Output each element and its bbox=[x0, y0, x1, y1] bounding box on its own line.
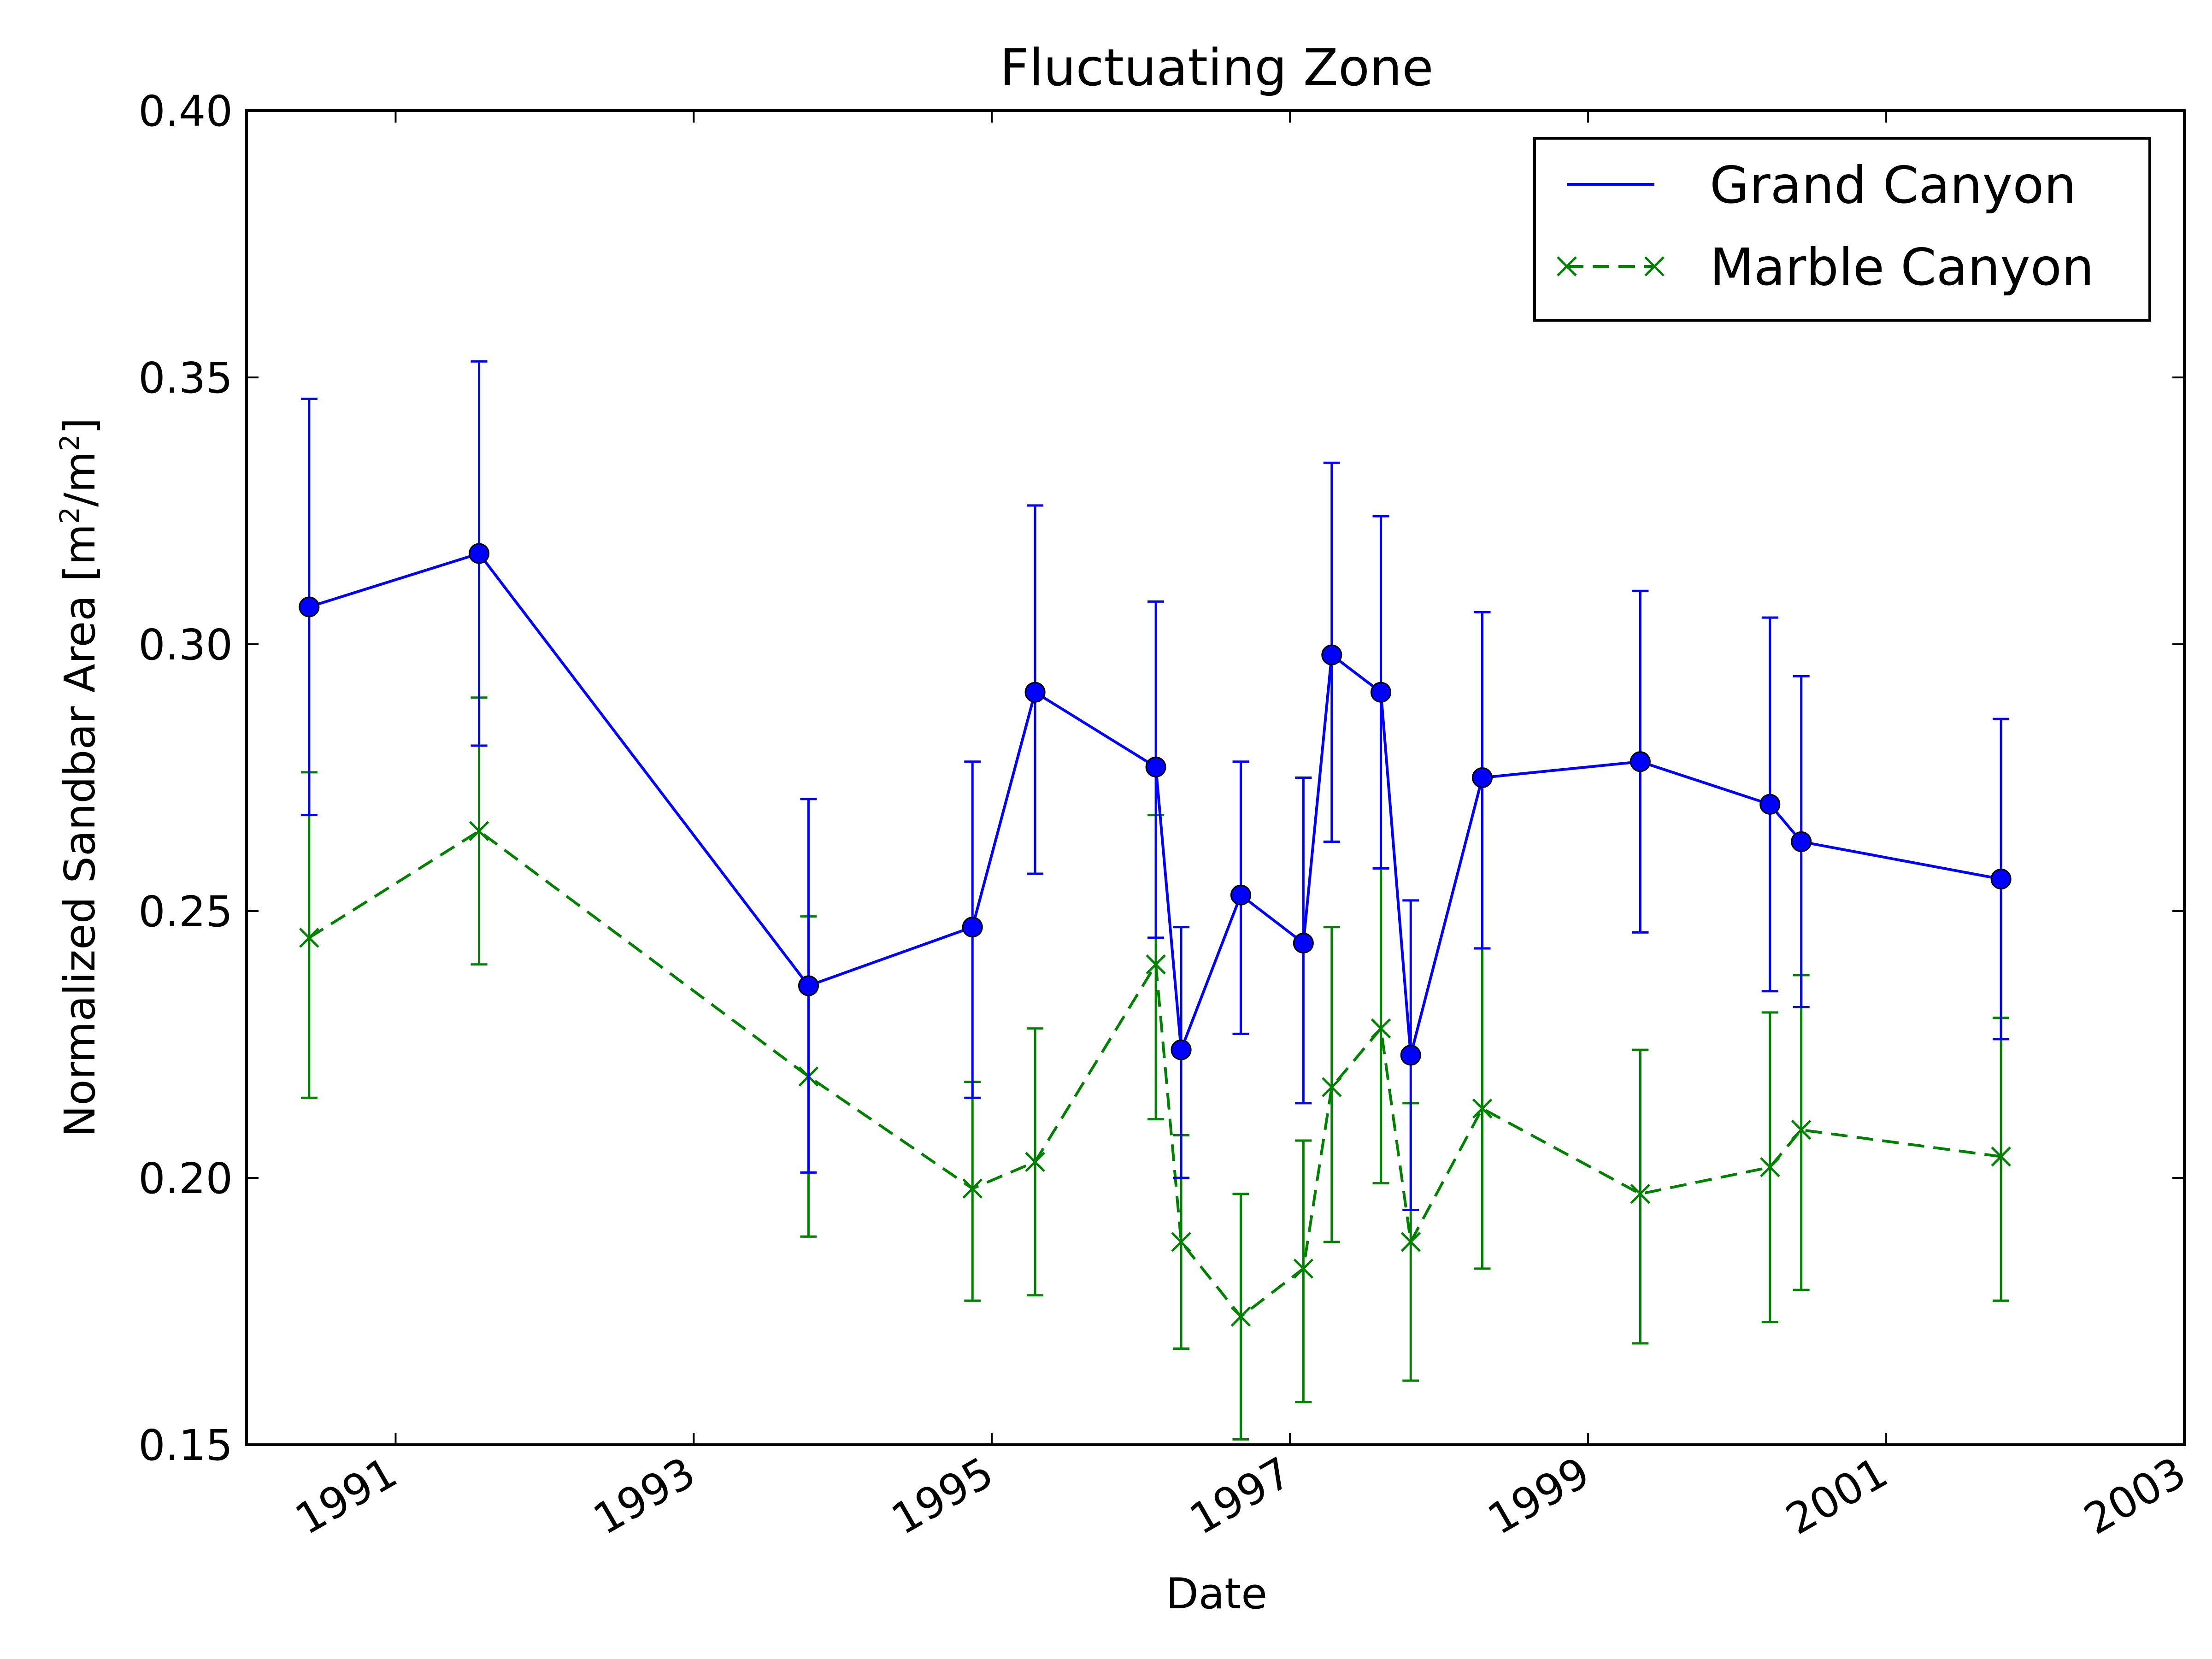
data-point-marble-canyon-6-stroke-b bbox=[1171, 1232, 1191, 1252]
plot-frame bbox=[245, 109, 2186, 1446]
data-point-grand-canyon-6 bbox=[1171, 1039, 1192, 1060]
data-point-marble-canyon-12 bbox=[1472, 1098, 1493, 1119]
error-bar-marble-canyon-13 bbox=[1632, 1048, 1649, 1345]
y-tick-label-0.15: 0.15 bbox=[138, 1421, 233, 1470]
legend-marker-x-left-stroke-b bbox=[1557, 256, 1577, 276]
legend-marker-marble-canyon-left bbox=[1557, 256, 1577, 276]
data-point-marble-canyon-8 bbox=[1293, 1259, 1314, 1279]
y-tick-label-0.30: 0.30 bbox=[138, 620, 233, 670]
data-point-marble-canyon-1-stroke-b bbox=[469, 821, 489, 841]
data-point-grand-canyon-9 bbox=[1321, 644, 1342, 665]
data-point-marble-canyon-5 bbox=[1146, 954, 1166, 975]
data-point-grand-canyon-4 bbox=[1024, 682, 1046, 703]
data-point-marble-canyon-11 bbox=[1400, 1232, 1421, 1252]
data-point-marble-canyon-14-stroke-b bbox=[1760, 1157, 1780, 1177]
legend-marker-x-right-stroke-b bbox=[1644, 256, 1665, 276]
y-axis-label-mid: /m bbox=[55, 451, 105, 507]
y-tick-labels: 0.15 0.20 0.25 0.30 0.35 0.40 bbox=[138, 87, 233, 1470]
legend-label-grand-canyon: Grand Canyon bbox=[1710, 156, 2077, 215]
data-point-grand-canyon-3 bbox=[962, 917, 983, 938]
data-point-grand-canyon-2 bbox=[798, 975, 819, 996]
data-point-marble-canyon-12-stroke-b bbox=[1472, 1098, 1493, 1119]
data-point-grand-canyon-5 bbox=[1145, 756, 1166, 777]
data-point-marble-canyon-13-stroke-b bbox=[1630, 1183, 1651, 1204]
data-point-grand-canyon-16 bbox=[1990, 869, 2012, 890]
data-point-grand-canyon-12 bbox=[1471, 767, 1493, 788]
data-point-marble-canyon-3-stroke-b bbox=[962, 1178, 983, 1199]
legend: Grand Canyon Marble Canyon bbox=[1533, 137, 2151, 322]
chart-title: Fluctuating Zone bbox=[1000, 38, 1433, 98]
plot-area bbox=[299, 360, 2012, 1441]
error-bar-marble-canyon-9 bbox=[1323, 926, 1340, 1243]
data-point-marble-canyon-16-stroke-b bbox=[1991, 1146, 2011, 1167]
y-axis-label-exponent-2: 2 bbox=[54, 434, 85, 451]
data-point-marble-canyon-14 bbox=[1760, 1157, 1780, 1177]
y-tick-label-0.40: 0.40 bbox=[138, 87, 233, 136]
y-axis-label-exponent-1: 2 bbox=[54, 507, 85, 524]
y-axis-label-prefix: Normalized Sandbar Area [m bbox=[55, 524, 105, 1137]
data-point-marble-canyon-9-stroke-b bbox=[1322, 1077, 1342, 1097]
data-point-marble-canyon-0-stroke-b bbox=[299, 928, 319, 948]
data-point-marble-canyon-8-stroke-b bbox=[1293, 1259, 1314, 1279]
data-point-marble-canyon-7-stroke-b bbox=[1230, 1306, 1251, 1327]
data-point-grand-canyon-15 bbox=[1791, 831, 1812, 852]
y-tick-label-0.25: 0.25 bbox=[138, 887, 233, 936]
data-point-marble-canyon-15-stroke-b bbox=[1791, 1120, 1812, 1140]
data-point-marble-canyon-16 bbox=[1991, 1146, 2011, 1167]
y-axis-label: Normalized Sandbar Area [m2/m2] bbox=[54, 418, 105, 1137]
data-point-marble-canyon-1 bbox=[469, 821, 489, 841]
data-point-marble-canyon-13 bbox=[1630, 1183, 1651, 1204]
legend-box bbox=[1533, 137, 2151, 322]
data-point-marble-canyon-10-stroke-b bbox=[1371, 1018, 1391, 1039]
data-point-marble-canyon-6 bbox=[1171, 1232, 1191, 1252]
data-point-grand-canyon-1 bbox=[469, 543, 490, 564]
data-point-marble-canyon-11-stroke-b bbox=[1400, 1232, 1421, 1252]
data-point-grand-canyon-10 bbox=[1371, 682, 1392, 703]
data-point-grand-canyon-13 bbox=[1630, 751, 1651, 772]
data-point-marble-canyon-3 bbox=[962, 1178, 983, 1199]
y-tick-label-0.35: 0.35 bbox=[138, 353, 233, 403]
data-point-marble-canyon-10 bbox=[1371, 1018, 1391, 1039]
error-bar-marble-canyon-8 bbox=[1295, 1139, 1312, 1403]
data-point-marble-canyon-7 bbox=[1230, 1306, 1251, 1327]
y-tick-label-0.20: 0.20 bbox=[138, 1154, 233, 1203]
data-point-marble-canyon-15 bbox=[1791, 1120, 1812, 1140]
data-point-grand-canyon-14 bbox=[1759, 794, 1781, 815]
data-point-marble-canyon-4-stroke-b bbox=[1025, 1152, 1045, 1172]
x-axis-label: Date bbox=[1166, 1569, 1267, 1618]
legend-label-marble-canyon: Marble Canyon bbox=[1710, 238, 2094, 297]
series-grand-canyon bbox=[299, 360, 2012, 1211]
legend-marker-marble-canyon-right bbox=[1644, 256, 1665, 276]
data-point-marble-canyon-4 bbox=[1025, 1152, 1045, 1172]
legend-marker-x-right bbox=[1644, 256, 1665, 276]
data-point-marble-canyon-5-stroke-b bbox=[1146, 954, 1166, 975]
legend-marker-x-left bbox=[1557, 256, 1577, 276]
data-point-marble-canyon-0 bbox=[299, 928, 319, 948]
y-axis-label-suffix: ] bbox=[55, 418, 105, 434]
data-point-grand-canyon-8 bbox=[1293, 932, 1314, 953]
data-point-grand-canyon-7 bbox=[1230, 884, 1251, 906]
data-point-grand-canyon-11 bbox=[1400, 1045, 1421, 1066]
data-point-grand-canyon-0 bbox=[299, 596, 320, 618]
data-point-marble-canyon-9 bbox=[1322, 1077, 1342, 1097]
